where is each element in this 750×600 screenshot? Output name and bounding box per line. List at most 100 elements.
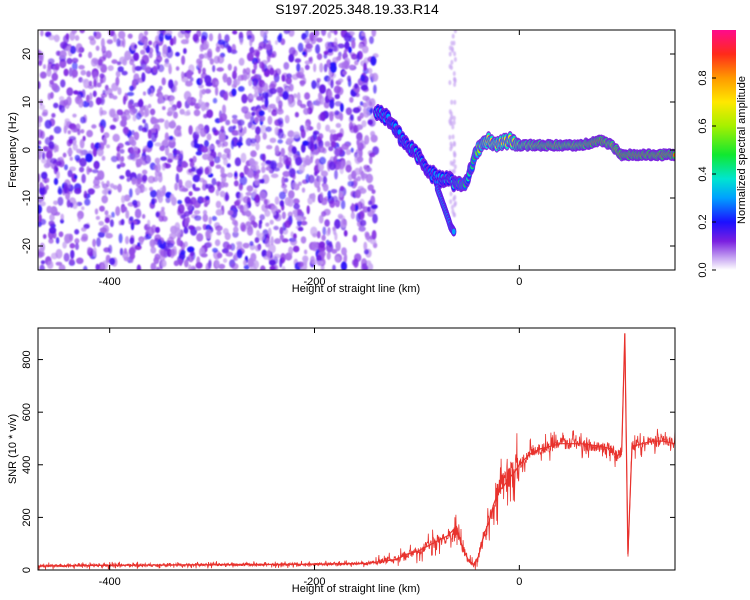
noise-speckle: [122, 127, 130, 135]
noise-speckle: [299, 67, 304, 76]
noise-speckle: [450, 114, 454, 120]
noise-speckle: [223, 182, 229, 188]
noise-speckle: [453, 152, 457, 158]
noise-speckle: [319, 62, 324, 73]
noise-speckle: [91, 124, 97, 129]
noise-speckle: [75, 242, 79, 251]
noise-speckle: [196, 58, 203, 64]
noise-speckle: [87, 246, 92, 253]
noise-speckle: [211, 177, 217, 186]
noise-speckle: [134, 66, 142, 71]
noise-speckle: [74, 154, 81, 161]
noise-speckle: [339, 185, 345, 192]
noise-speckle: [198, 98, 203, 107]
noise-speckle: [99, 227, 108, 233]
noise-speckle: [212, 127, 217, 133]
noise-speckle: [165, 196, 171, 204]
noise-speckle: [262, 82, 269, 93]
noise-speckle: [116, 38, 121, 47]
noise-speckle: [262, 39, 269, 44]
noise-speckle: [227, 63, 232, 71]
noise-speckle: [251, 164, 260, 172]
noise-speckle: [283, 62, 290, 70]
noise-speckle: [53, 34, 60, 43]
noise-speckle: [137, 99, 144, 108]
noise-speckle: [218, 263, 226, 270]
noise-speckle: [345, 107, 353, 116]
noise-speckle: [452, 158, 456, 164]
noise-speckle: [202, 209, 208, 216]
noise-speckle: [317, 185, 321, 193]
noise-speckle: [334, 219, 341, 229]
noise-speckle: [312, 192, 316, 203]
noise-speckle: [212, 247, 218, 253]
noise-speckle: [217, 54, 225, 64]
noise-speckle: [45, 184, 49, 191]
noise-speckle: [73, 90, 79, 95]
noise-speckle: [337, 43, 345, 49]
noise-speckle: [155, 211, 160, 218]
noise-speckle: [359, 137, 364, 143]
noise-speckle: [249, 241, 254, 247]
noise-speckle: [365, 173, 374, 184]
noise-speckle: [318, 241, 326, 249]
noise-speckle: [246, 197, 251, 204]
noise-speckle: [355, 92, 360, 98]
noise-speckle: [178, 258, 183, 266]
noise-speckle: [363, 107, 367, 114]
noise-speckle: [233, 226, 239, 233]
noise-speckle: [287, 130, 295, 138]
noise-speckle: [133, 73, 140, 84]
noise-speckle: [204, 75, 212, 85]
noise-speckle: [258, 191, 267, 202]
noise-speckle: [100, 125, 105, 133]
noise-speckle: [62, 152, 67, 158]
noise-speckle: [207, 48, 213, 58]
noise-speckle: [181, 242, 185, 252]
noise-speckle: [277, 117, 284, 125]
noise-speckle: [233, 180, 239, 187]
noise-speckle: [272, 211, 276, 216]
noise-speckle: [452, 120, 456, 126]
noise-speckle: [323, 63, 328, 73]
noise-speckle: [347, 75, 351, 82]
noise-speckle: [304, 60, 311, 65]
noise-speckle: [261, 92, 265, 103]
noise-speckle: [69, 156, 74, 161]
noise-speckle: [355, 189, 361, 199]
noise-speckle: [294, 111, 299, 118]
noise-speckle: [366, 67, 373, 74]
spectrogram-signal-track: [373, 103, 675, 237]
snr-y-ticks: 0 200 400 600 800: [21, 350, 675, 573]
noise-speckle: [448, 80, 452, 86]
noise-speckle: [254, 237, 260, 243]
noise-speckle: [102, 89, 106, 95]
colorbar-gradient: [712, 30, 736, 270]
noise-speckle: [92, 247, 97, 257]
noise-speckle: [121, 70, 128, 76]
noise-speckle: [127, 155, 134, 160]
noise-speckle: [112, 95, 118, 100]
noise-speckle: [216, 67, 224, 72]
noise-speckle: [259, 61, 264, 69]
noise-speckle: [251, 69, 256, 75]
noise-speckle: [305, 30, 309, 38]
noise-speckle: [158, 32, 164, 42]
noise-speckle: [83, 190, 88, 199]
noise-speckle: [222, 141, 229, 147]
noise-speckle: [50, 158, 58, 164]
noise-speckle: [77, 215, 81, 223]
noise-speckle: [218, 132, 226, 143]
noise-speckle: [74, 187, 82, 195]
noise-speckle: [47, 58, 55, 65]
noise-speckle: [187, 246, 195, 253]
noise-speckle: [195, 125, 201, 135]
noise-speckle: [262, 132, 267, 140]
noise-speckle: [143, 122, 149, 133]
noise-speckle: [201, 31, 208, 41]
noise-speckle: [236, 142, 243, 146]
noise-speckle: [139, 237, 144, 246]
noise-speckle: [82, 100, 90, 108]
noise-speckle: [69, 45, 77, 55]
noise-speckle: [136, 264, 142, 270]
